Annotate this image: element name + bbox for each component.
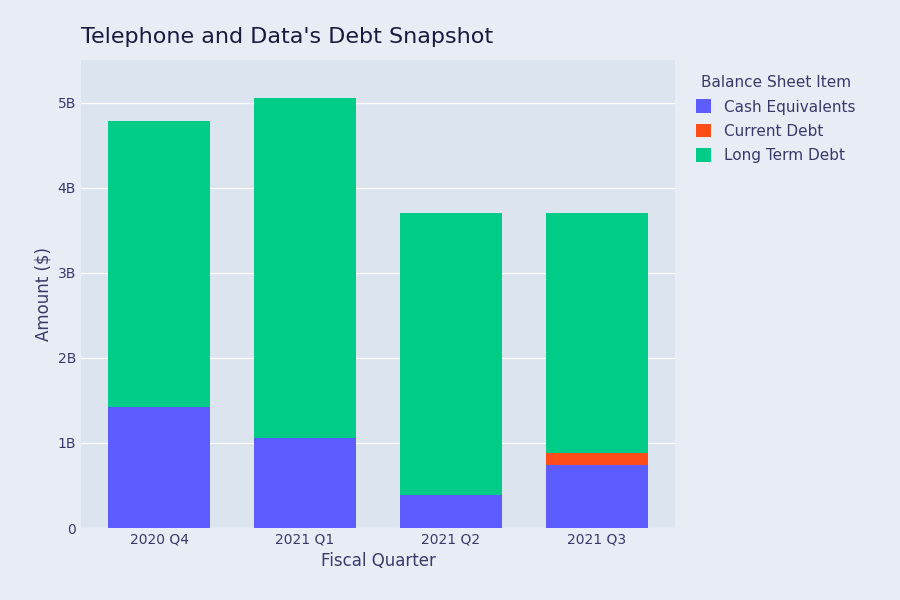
Legend: Cash Equivalents, Current Debt, Long Term Debt: Cash Equivalents, Current Debt, Long Ter…: [688, 68, 863, 170]
X-axis label: Fiscal Quarter: Fiscal Quarter: [320, 553, 436, 571]
Bar: [108, 121, 211, 407]
Bar: [545, 213, 648, 453]
Bar: [545, 453, 648, 465]
Bar: [400, 495, 502, 528]
Y-axis label: Amount ($): Amount ($): [34, 247, 52, 341]
Bar: [400, 213, 502, 495]
Bar: [254, 438, 356, 528]
Bar: [108, 407, 211, 528]
Text: Telephone and Data's Debt Snapshot: Telephone and Data's Debt Snapshot: [81, 28, 493, 47]
Bar: [254, 98, 356, 438]
Bar: [545, 465, 648, 528]
